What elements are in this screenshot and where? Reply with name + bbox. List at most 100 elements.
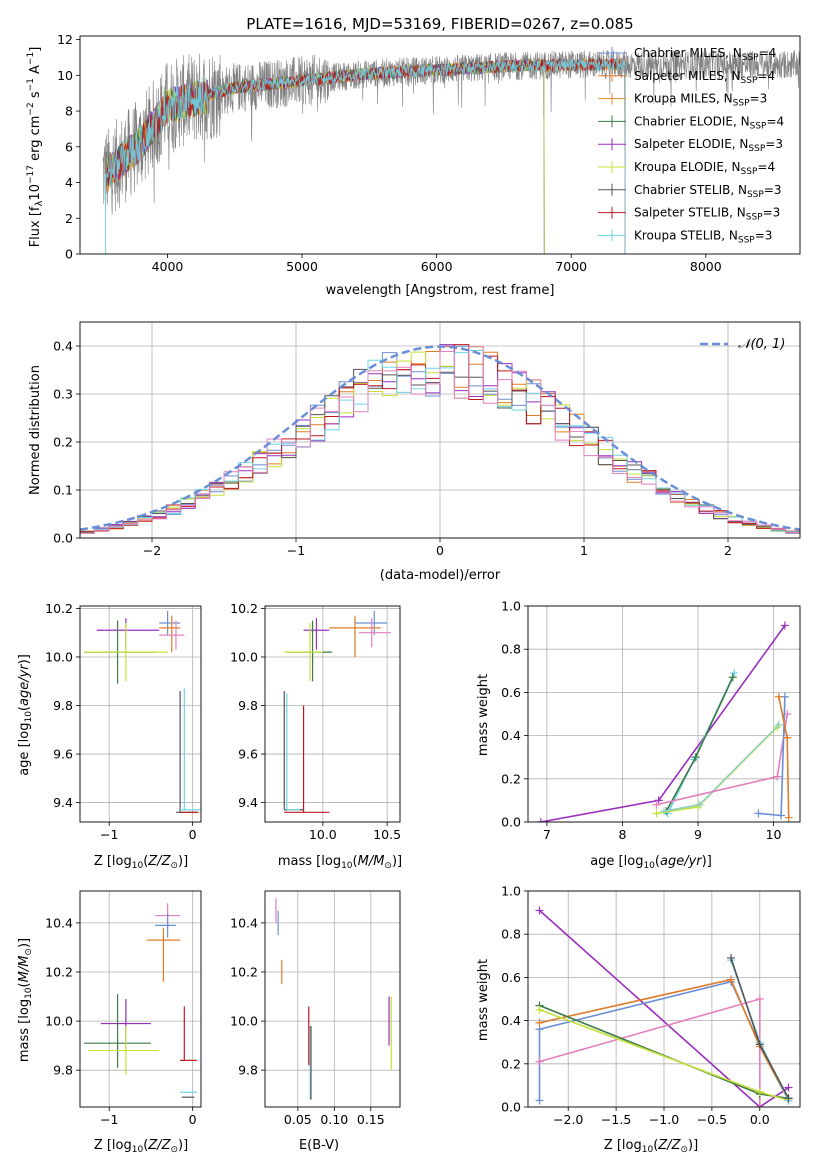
z-mw-xlabel: Z [log10(Z/Z⊙)] — [604, 1138, 698, 1155]
legend-subscript: SSP — [738, 235, 755, 245]
y-tick-label: 9.8 — [238, 1063, 258, 1078]
legend-subscript: SSP — [742, 53, 759, 63]
mass-weight-point — [755, 1087, 764, 1096]
plot-area — [536, 621, 793, 822]
y-tick-label: 12 — [57, 32, 73, 47]
legend-subscript: SSP — [733, 99, 750, 109]
legend-label: Salpeter MILES, NSSP=4 — [634, 69, 775, 86]
mass-age-xlabel: mass [log10(M/M⊙)] — [278, 854, 402, 871]
legend-value: =3 — [765, 137, 783, 151]
legend-label: Chabrier STELIB, NSSP=3 — [634, 183, 782, 200]
y-tick-label: 10.2 — [230, 965, 258, 980]
x-tick-label: 8 — [618, 827, 626, 842]
plot-area — [84, 903, 197, 1098]
legend-value: =3 — [764, 183, 782, 197]
mass-weight-point — [654, 796, 663, 805]
y-tick-label: 9.4 — [53, 795, 73, 810]
y-tick-label: 1.0 — [501, 599, 521, 614]
mass-weight-line — [538, 909, 789, 1107]
legend-value: =3 — [763, 206, 781, 220]
y-tick-label: 10.2 — [45, 601, 73, 616]
y-tick-label: 9.8 — [238, 698, 258, 713]
y-tick-label: 10.0 — [45, 649, 73, 664]
x-tick-label: −2 — [143, 543, 161, 558]
mass-weight-point — [774, 720, 783, 729]
legend-value: =4 — [759, 46, 777, 60]
plot-area — [80, 344, 800, 536]
x-tick-label: −0.5 — [697, 1112, 727, 1127]
legend-subscript: SSP — [747, 190, 764, 200]
legend-subscript: SSP — [748, 144, 765, 154]
axes-frame — [527, 605, 801, 823]
legend-value: =4 — [757, 69, 775, 83]
y-tick-label: 10.2 — [45, 965, 73, 980]
x-tick-label: 7 — [543, 827, 551, 842]
mass-weight-point — [784, 1083, 793, 1092]
z-mass-xlabel: Z [log10(Z/Z⊙)] — [94, 1138, 188, 1155]
y-tick-label: 0.4 — [501, 728, 521, 743]
x-tick-label: 10.5 — [373, 827, 401, 842]
x-tick-label: 8000 — [690, 259, 722, 274]
x-tick-label: 10 — [766, 827, 782, 842]
y-tick-label: 10.2 — [230, 601, 258, 616]
x-tick-label: 0.0 — [750, 1112, 770, 1127]
mass-weight-line — [540, 624, 786, 822]
x-tick-label: −1 — [100, 1112, 118, 1127]
model-spectrum-line — [106, 57, 626, 254]
y-tick-label: 0.6 — [501, 685, 521, 700]
y-tick-label: 0.3 — [53, 387, 73, 402]
mass-weight-line — [539, 978, 790, 1101]
legend-subscript: SSP — [750, 121, 767, 131]
y-tick-label: 10.0 — [45, 1014, 73, 1029]
legend-value: =3 — [755, 228, 773, 242]
y-tick-label: 0.0 — [53, 531, 73, 546]
y-tick-label: 0.4 — [53, 339, 73, 354]
x-tick-label: 0 — [436, 543, 444, 558]
ebv-mass-panel: 0.05 0.10 0.15 9.8 10.0 10.2 10.4 — [230, 890, 401, 1127]
legend-label: 𝒩(0, 1) — [738, 337, 785, 352]
y-tick-label: 0.0 — [501, 1100, 521, 1115]
mass-weight-point — [536, 818, 545, 822]
legend-subscript: SSP — [746, 213, 763, 223]
mass-weight-point — [652, 800, 661, 809]
histogram-step — [80, 346, 800, 536]
y-tick-label: 10.4 — [230, 915, 258, 930]
y-tick-label: 0.2 — [501, 771, 521, 786]
model-spectrum-line — [106, 58, 626, 254]
legend-label: Kroupa ELODIE, NSSP=4 — [634, 160, 775, 177]
z-age-ylabel: age [log10(age/yr)] — [17, 654, 34, 776]
mass-weight-point — [755, 995, 764, 1003]
mass-weight-point — [652, 809, 661, 818]
mass-weight-point — [535, 1005, 544, 1014]
y-tick-label: 0.1 — [53, 483, 73, 498]
y-tick-label: 9.4 — [238, 795, 258, 810]
mass-weight-point — [783, 733, 792, 742]
spectrum-ylabel: Flux [fλ10−17 erg cm−2 s−1 A−1] — [26, 47, 45, 248]
x-tick-label: 0 — [189, 827, 197, 842]
axes-frame — [264, 890, 401, 1108]
y-tick-label: 0.8 — [501, 642, 521, 657]
mass-weight-point — [660, 807, 668, 816]
z-mw-ylabel: mass weight — [476, 959, 491, 1041]
ebv-xlabel: E(B-V) — [299, 1138, 339, 1153]
x-tick-label: 2 — [724, 543, 732, 558]
mass-weight-point — [691, 753, 700, 762]
legend-label: Salpeter ELODIE, NSSP=3 — [634, 137, 783, 154]
y-tick-label: 9.6 — [238, 747, 258, 762]
legend-value: =3 — [750, 92, 768, 106]
mass-weight-point — [784, 1094, 793, 1103]
y-tick-label: 0.4 — [501, 1013, 521, 1028]
z-massweight-panel: −2.0 −1.5 −1.0 −0.5 0.0 0.0 0.2 0.4 0.6 0.8 1.0 — [501, 884, 801, 1127]
x-tick-label: 0.10 — [320, 1112, 348, 1127]
mass-age-panel: 10.0 10.5 9.4 9.6 9.8 10.0 10.2 — [230, 601, 401, 842]
spectrum-xlabel: wavelength [Angstrom, rest frame] — [326, 283, 555, 298]
y-tick-label: 0.6 — [501, 970, 521, 985]
x-tick-label: 9 — [694, 827, 702, 842]
axes-frame — [264, 605, 401, 823]
z-mass-ylabel: mass [log10(M/M⊙)] — [17, 938, 34, 1062]
x-tick-label: 4000 — [152, 259, 184, 274]
legend-subscript: SSP — [741, 167, 758, 177]
axes-frame — [79, 890, 202, 1108]
x-tick-label: 6000 — [421, 259, 453, 274]
